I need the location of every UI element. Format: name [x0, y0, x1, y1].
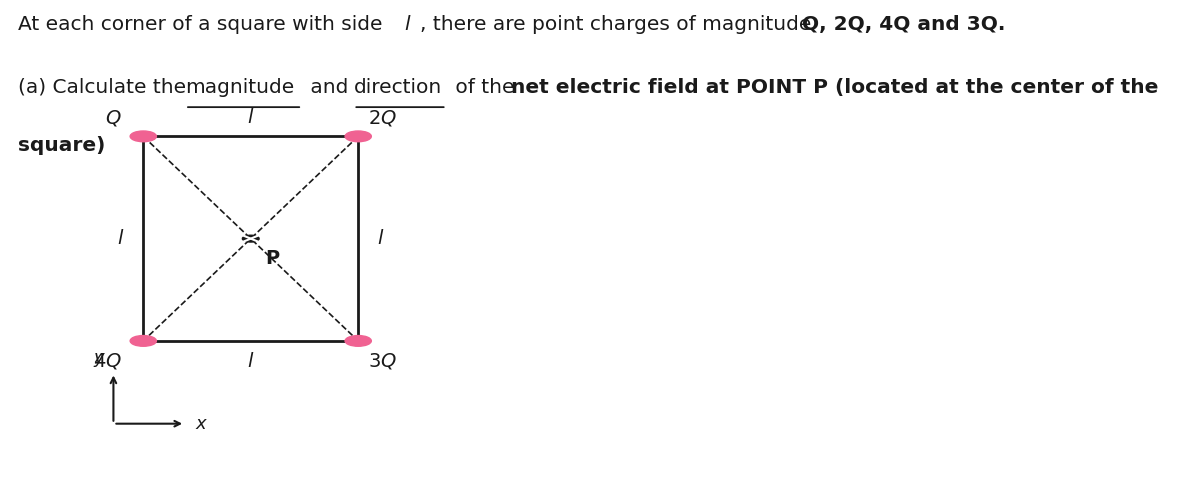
Text: $l$: $l$	[117, 229, 124, 248]
Text: (a) Calculate the: (a) Calculate the	[18, 78, 192, 97]
Circle shape	[130, 131, 156, 142]
Circle shape	[130, 336, 156, 346]
Text: square): square)	[18, 136, 105, 155]
Text: $l$: $l$	[247, 108, 254, 127]
Text: $l$: $l$	[404, 15, 411, 34]
Circle shape	[242, 235, 259, 242]
Text: $x$: $x$	[195, 415, 208, 432]
Text: Q, 2Q, 4Q and 3Q.: Q, 2Q, 4Q and 3Q.	[802, 15, 1005, 34]
Circle shape	[345, 336, 371, 346]
Text: $Q$: $Q$	[105, 108, 122, 128]
Text: of the: of the	[449, 78, 521, 97]
Text: $l$: $l$	[377, 229, 384, 248]
Text: net electric field at POINT P (located at the center of the: net electric field at POINT P (located a…	[511, 78, 1158, 97]
Text: $3Q$: $3Q$	[368, 351, 396, 371]
Text: magnitude: magnitude	[185, 78, 294, 97]
Text: $l$: $l$	[247, 352, 254, 371]
Text: and: and	[304, 78, 356, 97]
Text: $y$: $y$	[93, 351, 106, 369]
Text: P: P	[265, 249, 279, 268]
Text: , there are point charges of magnitude: , there are point charges of magnitude	[420, 15, 818, 34]
Text: $4Q$: $4Q$	[93, 351, 122, 371]
Text: $2Q$: $2Q$	[368, 108, 396, 128]
Text: At each corner of a square with side: At each corner of a square with side	[18, 15, 389, 34]
Circle shape	[345, 131, 371, 142]
Text: direction: direction	[353, 78, 442, 97]
